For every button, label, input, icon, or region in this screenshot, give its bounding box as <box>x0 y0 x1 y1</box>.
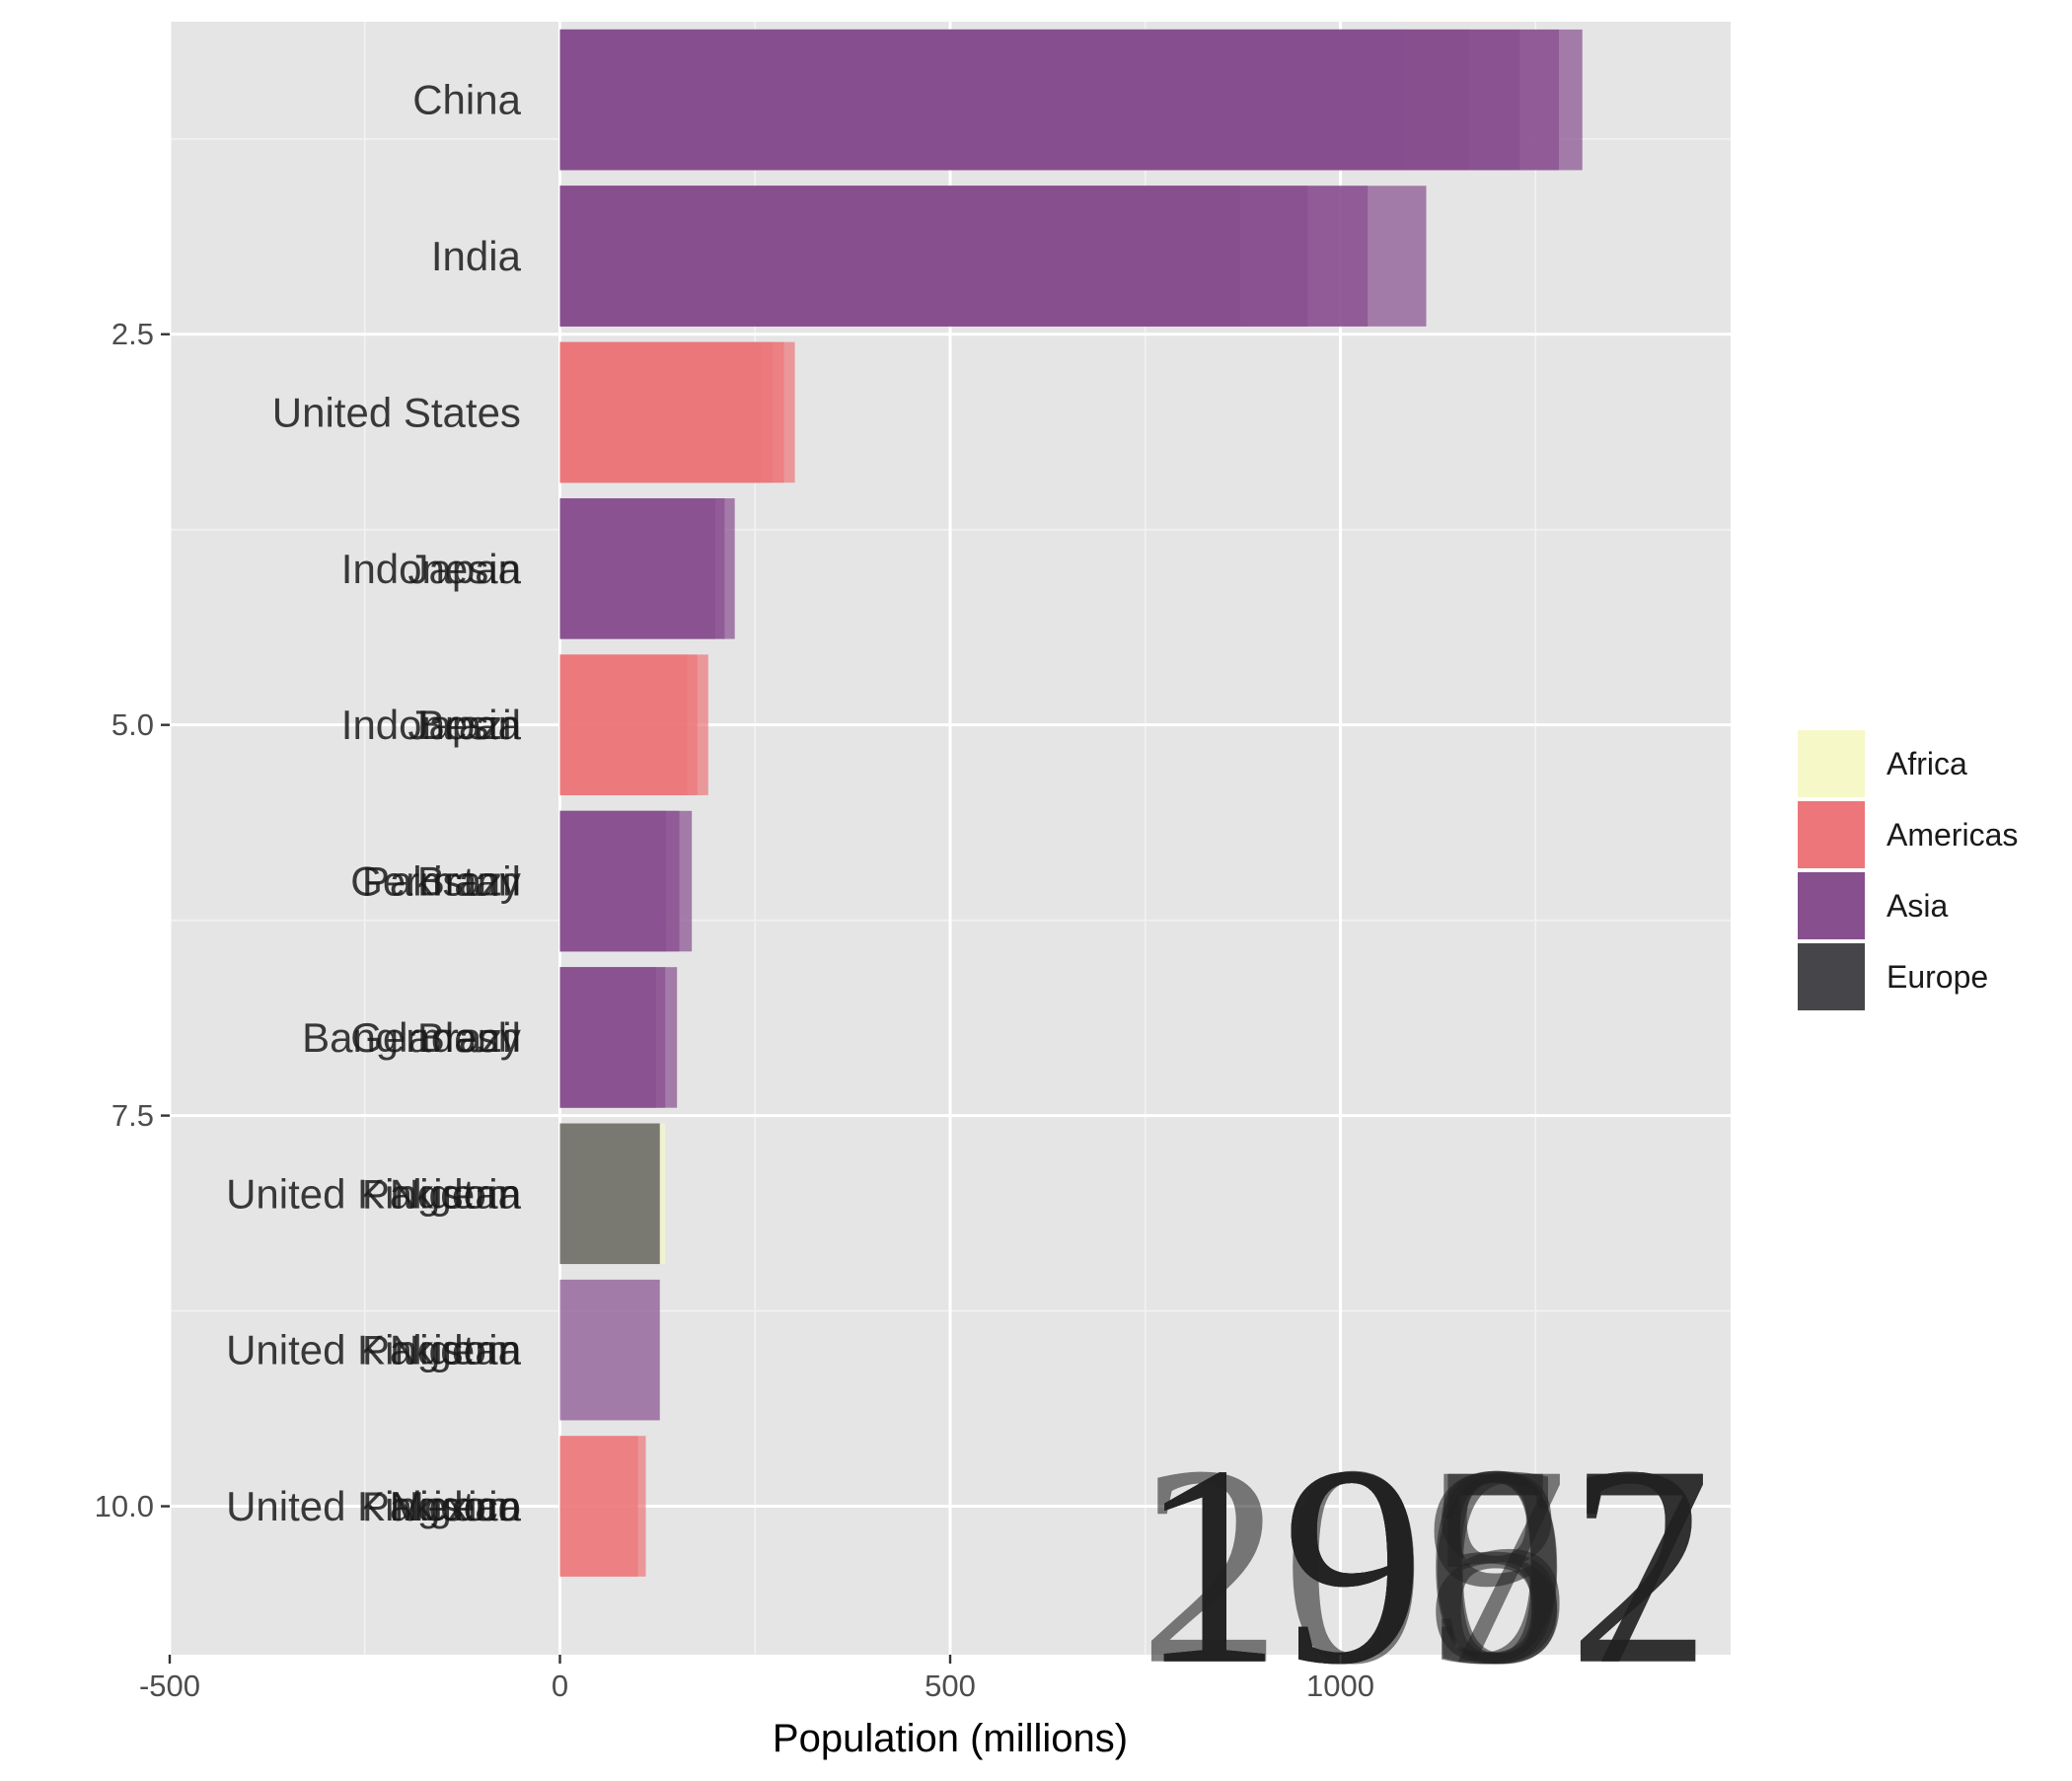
country-label: Germany <box>350 858 521 905</box>
country-label: Indonesia <box>341 702 522 748</box>
country-label: Brazil <box>417 858 521 905</box>
year-label: 1952 <box>1139 1407 1711 1724</box>
country-label: Pakistan <box>362 1327 521 1373</box>
bar-7 <box>559 967 656 1108</box>
x-tick-label: -500 <box>139 1669 200 1703</box>
legend-key-asia <box>1798 872 1865 939</box>
country-label: United States <box>272 389 521 435</box>
country-label: Mexico <box>390 1483 521 1529</box>
bar-3 <box>559 341 761 483</box>
country-label: Nigeria <box>390 1170 522 1217</box>
bar-8 <box>559 1123 660 1265</box>
legend-key-europe <box>1798 943 1865 1010</box>
y-tick-label: 5.0 <box>111 707 154 742</box>
country-label: China <box>412 77 521 123</box>
x-axis-title: Population (millions) <box>773 1717 1128 1760</box>
year-label: 1967 <box>1139 1407 1711 1724</box>
x-tick-label: 500 <box>925 1669 976 1703</box>
year-label: 1977 <box>1139 1407 1711 1724</box>
bar-4 <box>559 498 715 639</box>
legend-key-americas <box>1798 801 1865 868</box>
y-tick-label: 7.5 <box>111 1098 154 1133</box>
country-label: India <box>431 233 522 279</box>
country-label: United Kingdom <box>226 1170 521 1217</box>
year-label: 1957 <box>1139 1407 1711 1724</box>
country-label: Pakistan <box>362 858 521 905</box>
country-label: Brazil <box>417 702 521 748</box>
year-label: 1992 <box>1139 1407 1711 1724</box>
country-label: Brazil <box>417 1014 521 1061</box>
legend-label: Africa <box>1887 746 1967 781</box>
country-label: Pakistan <box>362 1483 521 1529</box>
country-label: Japan <box>408 702 521 748</box>
year-label: 1962 <box>1139 1407 1711 1724</box>
bar-9 <box>559 1279 660 1421</box>
year-label: 1997 <box>1139 1407 1711 1724</box>
year-label: 2007 <box>1139 1407 1711 1724</box>
bar-5 <box>559 654 688 795</box>
country-label: Indonesia <box>341 546 522 592</box>
x-tick-label: 1000 <box>1306 1669 1374 1703</box>
year-label: 1972 <box>1139 1407 1711 1724</box>
x-tick-label: 0 <box>552 1669 568 1703</box>
country-label: Pakistan <box>362 1170 521 1217</box>
legend-key-africa <box>1798 730 1865 797</box>
year-label: 1987 <box>1139 1407 1711 1724</box>
y-tick-label: 10.0 <box>95 1489 154 1523</box>
country-label: Japan <box>408 546 521 592</box>
legend-label: Europe <box>1887 959 1988 995</box>
y-tick-label: 2.5 <box>111 317 154 351</box>
legend-label: Americas <box>1887 817 2018 853</box>
bar-1 <box>559 29 1403 171</box>
bar-2 <box>559 186 1241 327</box>
country-label: United Kingdom <box>226 1483 521 1529</box>
country-label: Bangladesh <box>302 1014 521 1061</box>
bar-10 <box>559 1436 638 1577</box>
country-label: Nigeria <box>390 1327 522 1373</box>
legend-label: Asia <box>1887 888 1948 924</box>
country-label: United Kingdom <box>226 1327 521 1373</box>
country-label: Germany <box>350 1014 521 1061</box>
country-label: Nigeria <box>390 1483 522 1529</box>
year-label: 2002 <box>1139 1407 1711 1724</box>
bar-6 <box>559 810 667 952</box>
year-label: 1982 <box>1139 1407 1711 1724</box>
